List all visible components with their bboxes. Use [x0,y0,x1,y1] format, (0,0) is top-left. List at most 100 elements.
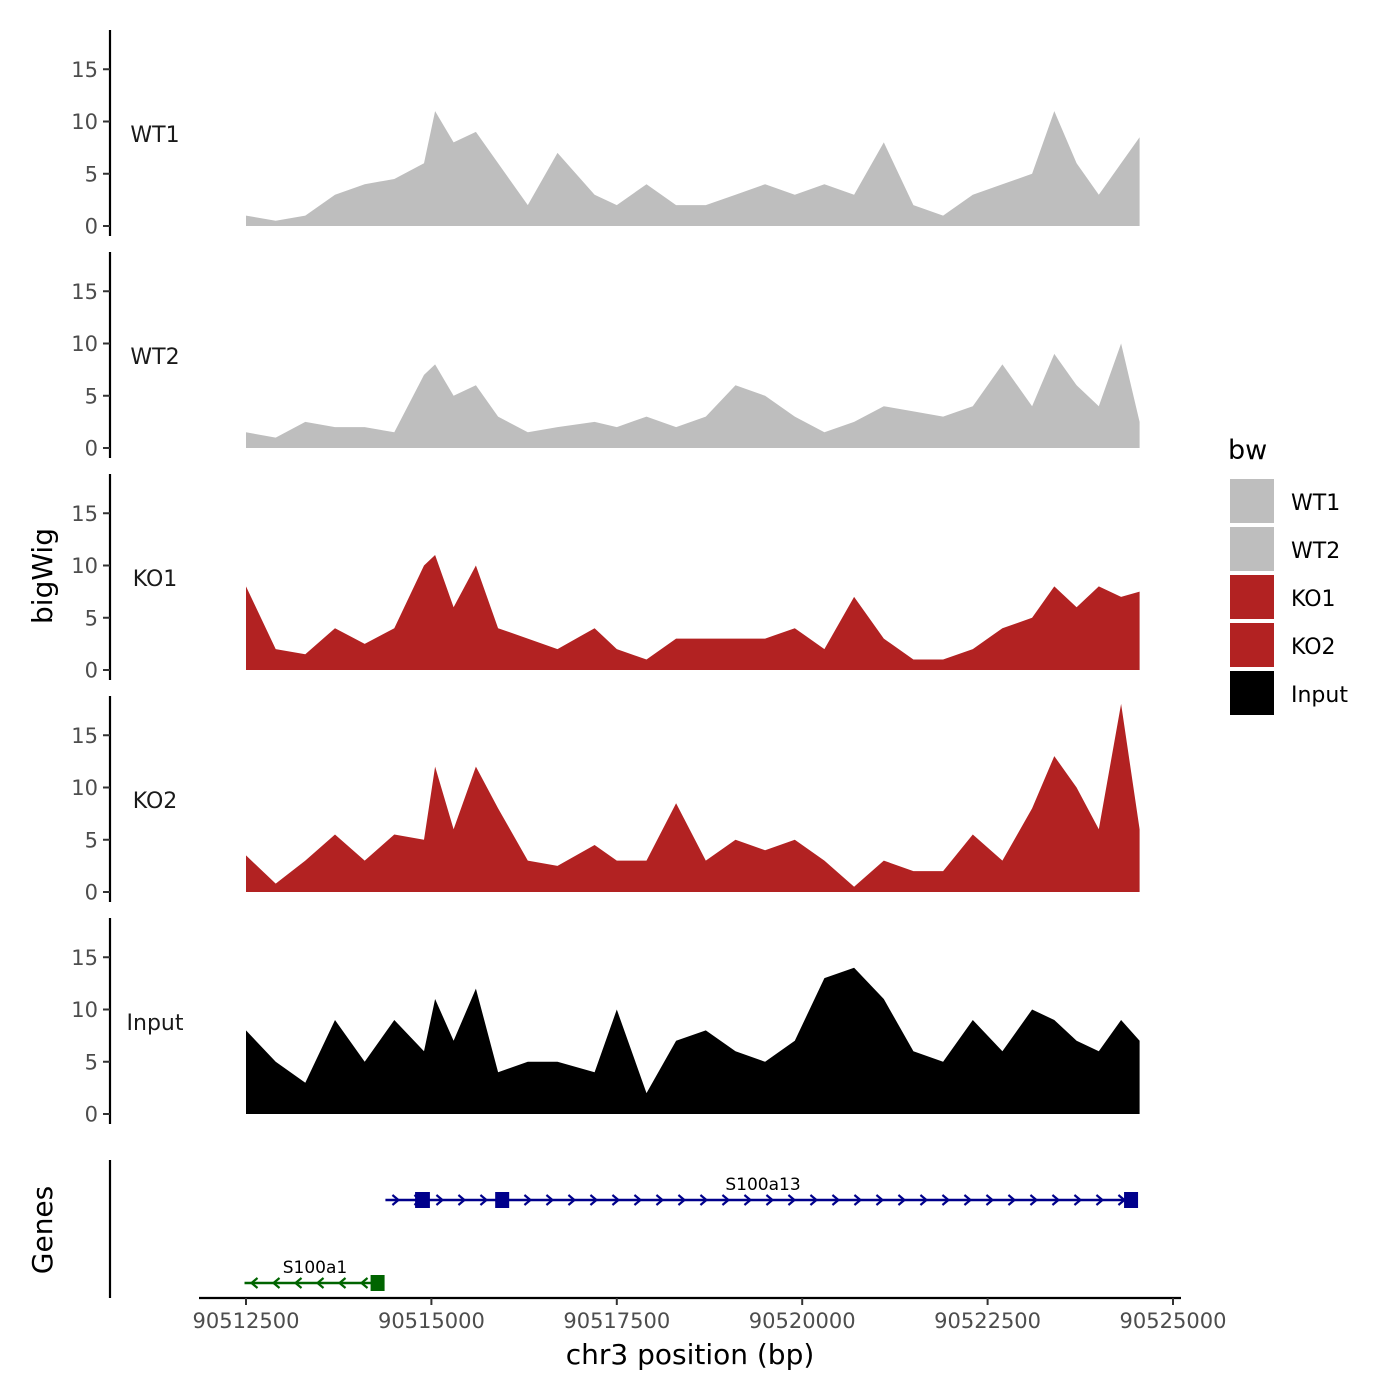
y-tick-label: 0 [85,881,98,905]
exon [495,1192,510,1208]
track-wt1: 0 5 10 15 WT1 [71,30,1140,239]
strand-chevron [315,1277,325,1289]
y-tick-label: 10 [71,998,98,1022]
gene-label-s100a13: S100a13 [725,1175,800,1195]
exon [1124,1192,1139,1208]
y-axis-title-genes: Genes [26,1186,59,1274]
y-tick-label: 5 [85,162,98,186]
strand-chevron [611,1194,621,1206]
x-tick-label: 90520000 [749,1309,856,1333]
y-tick-label: 15 [71,58,98,82]
strand-chevron [457,1194,467,1206]
strand-chevron [677,1194,687,1206]
strand-chevron [875,1194,885,1206]
strand-chevron [545,1194,555,1206]
legend-title: bw [1228,435,1267,466]
strand-chevron [919,1194,929,1206]
y-tick-label: 15 [71,946,98,970]
y-tick-label: 10 [71,332,98,356]
track-label-ko1: KO1 [133,567,178,592]
track-label-ko2: KO2 [133,789,178,814]
strand-chevron [249,1277,259,1289]
legend-label-wt2: WT2 [1291,539,1340,564]
strand-chevron [1007,1194,1017,1206]
y-tick-label: 0 [85,1103,98,1127]
strand-chevron [633,1194,643,1206]
y-tick-label: 15 [71,280,98,304]
strand-chevron [1051,1194,1061,1206]
x-axis: 90512500 90515000 90517500 90520000 90522500… [193,1296,1227,1333]
strand-chevron [985,1194,995,1206]
strand-chevron [853,1194,863,1206]
strand-chevron [831,1194,841,1206]
strand-chevron [337,1277,347,1289]
gene-s100a13: S100a13 [385,1175,1139,1208]
area-ko2 [246,703,1140,892]
strand-chevron [787,1194,797,1206]
legend-label-wt1: WT1 [1291,491,1340,516]
strand-chevron [479,1194,489,1206]
exon [370,1275,385,1291]
strand-chevron [523,1194,533,1206]
y-tick-label: 10 [71,110,98,134]
y-tick-label: 0 [85,437,98,461]
y-tick-label: 5 [85,606,98,630]
y-tick-label: 15 [71,724,98,748]
strand-chevron [271,1277,281,1289]
x-tick-label: 90525000 [1120,1309,1227,1333]
legend-label-input: Input [1291,683,1348,708]
coverage-tracks: 0 5 10 15 WT1 0 5 10 15 WT2 0 5 10 15 KO1 0 5 10 15 KO2 0 5 10… [71,30,1140,1127]
x-axis-title: chr3 position (bp) [566,1338,815,1371]
strand-chevron [359,1277,369,1289]
y-tick-label: 0 [85,659,98,683]
track-wt2: 0 5 10 15 WT2 [71,252,1140,461]
strand-chevron [963,1194,973,1206]
exon [415,1192,430,1208]
strand-chevron [765,1194,775,1206]
track-ko2: 0 5 10 15 KO2 [71,696,1140,905]
strand-chevron [655,1194,665,1206]
y-tick-label: 0 [85,215,98,239]
area-input [246,967,1140,1114]
strand-chevron [567,1194,577,1206]
y-tick-label: 5 [85,828,98,852]
legend-key-ko1 [1230,575,1274,619]
legend: bw WT1 WT2 KO1 KO2 Input [1228,435,1348,715]
area-ko1 [246,555,1140,670]
y-tick-label: 5 [85,1050,98,1074]
strand-chevron [699,1194,709,1206]
legend-key-wt2 [1230,527,1274,571]
legend-label-ko1: KO1 [1291,587,1336,612]
legend-label-ko2: KO2 [1291,635,1336,660]
x-tick-label: 90517500 [563,1309,670,1333]
strand-chevron [293,1277,303,1289]
y-axis-title-bigwig: bigWig [26,528,59,624]
track-label-wt2: WT2 [130,345,179,370]
y-tick-label: 15 [71,502,98,526]
strand-chevron [1073,1194,1083,1206]
gene-track: S100a13 S100a1 [108,1160,1139,1298]
legend-key-wt1 [1230,479,1274,523]
track-input: 0 5 10 15 Input [71,918,1140,1127]
strand-chevron [809,1194,819,1206]
strand-chevron [1029,1194,1039,1206]
area-wt1 [246,111,1140,226]
track-label-wt1: WT1 [130,123,179,148]
strand-chevron [897,1194,907,1206]
strand-chevron [1095,1194,1105,1206]
gene-s100a1: S100a1 [244,1258,385,1291]
x-tick-label: 90522500 [934,1309,1041,1333]
y-tick-label: 10 [71,554,98,578]
y-tick-label: 10 [71,776,98,800]
x-tick-label: 90515000 [378,1309,485,1333]
strand-chevron [743,1194,753,1206]
strand-chevron [391,1194,401,1206]
strand-chevron [435,1194,445,1206]
gene-label-s100a1: S100a1 [283,1258,347,1278]
x-tick-label: 90512500 [193,1309,300,1333]
legend-key-input [1230,671,1274,715]
strand-chevron [941,1194,951,1206]
strand-chevron [589,1194,599,1206]
track-label-input: Input [127,1011,184,1036]
